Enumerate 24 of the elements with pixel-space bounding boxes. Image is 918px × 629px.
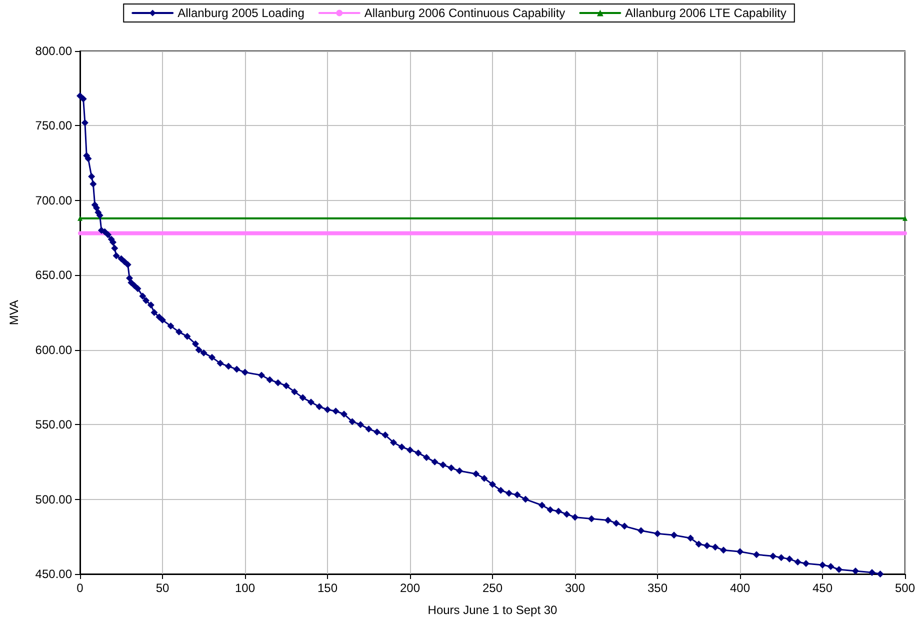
y-tick-label: 600.00 xyxy=(35,342,72,357)
y-tick-label: 450.00 xyxy=(35,567,72,581)
x-tick-label: 100 xyxy=(234,581,256,595)
y-tick-label: 750.00 xyxy=(35,118,72,133)
y-tick-label: 700.00 xyxy=(35,193,72,208)
x-tick-label: 150 xyxy=(317,581,338,595)
x-tick-label: 350 xyxy=(647,581,668,595)
legend-label: Allanburg 2006 Continuous Capability xyxy=(364,6,566,20)
x-axis-title: Hours June 1 to Sept 30 xyxy=(428,603,558,617)
x-tick-label: 450 xyxy=(812,581,833,595)
y-axis-title: MVA xyxy=(7,300,21,326)
y-tick-label: 650.00 xyxy=(35,268,72,282)
x-tick-label: 0 xyxy=(76,581,84,595)
y-tick-label: 500.00 xyxy=(35,492,72,506)
legend-label: Allanburg 2006 LTE Capability xyxy=(625,6,786,20)
x-tick-label: 400 xyxy=(730,581,750,595)
y-tick-label: 550.00 xyxy=(35,418,72,432)
x-tick-label: 500 xyxy=(894,581,916,595)
x-tick-label: 50 xyxy=(156,581,170,595)
y-tick-label: 800.00 xyxy=(35,44,72,58)
x-tick-label: 250 xyxy=(482,581,503,595)
x-tick-label: 200 xyxy=(400,581,420,595)
legend-label: Allanburg 2005 Loading xyxy=(178,6,304,20)
x-tick-label: 300 xyxy=(564,581,586,595)
